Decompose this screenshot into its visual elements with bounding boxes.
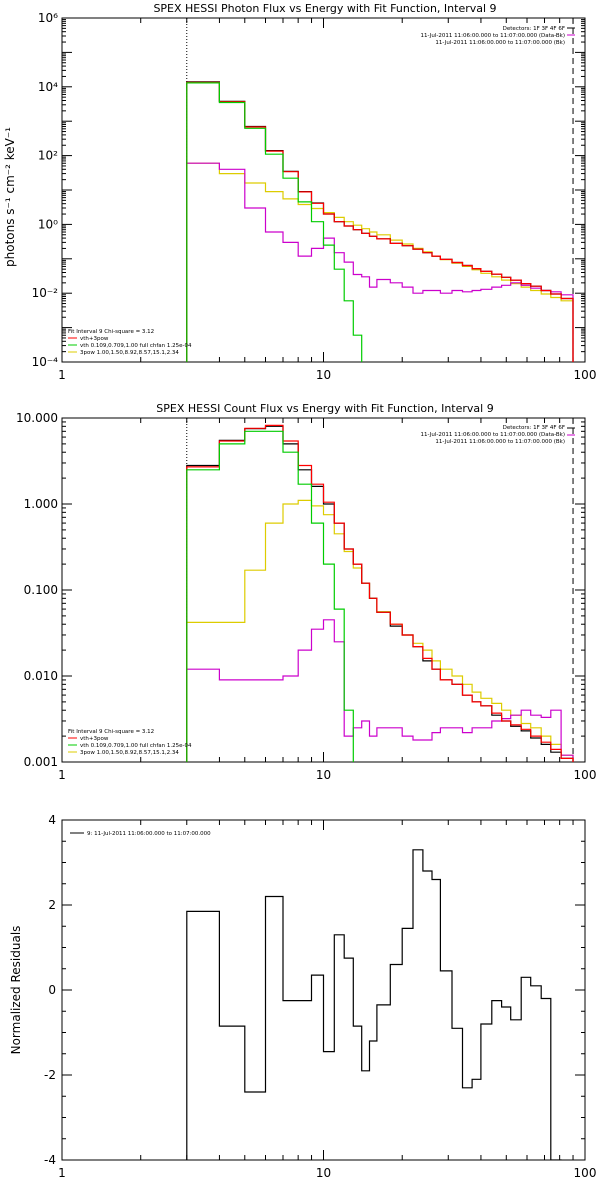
photon-panel-title: SPEX HESSI Photon Flux vs Energy with Fi… <box>153 2 496 15</box>
count-panel-title: SPEX HESSI Count Flux vs Energy with Fit… <box>156 402 493 415</box>
count-x-tick-label: 10 <box>316 768 331 782</box>
residuals-marks: 1 10 100 -4 -2 0 2 4 <box>44 813 596 1180</box>
residuals-plot-area <box>186 849 562 1160</box>
photon-y-tick-label: 10⁰ <box>38 217 58 231</box>
residuals-y-tick-label: -2 <box>44 1068 56 1082</box>
photon-x-tick-label: 1 <box>58 368 66 382</box>
photon-fit-chisq: Fit Interval 9 Chi-square = 3.12 <box>68 329 154 335</box>
count-data-header: 11-Jul-2011 11:06:00.000 to 11:07:00.000… <box>421 432 566 438</box>
residuals-legend-label: 9: 11-Jul-2011 11:06:00.000 to 11:07:00.… <box>87 831 211 837</box>
photon-fit-model: vth+3pow <box>80 336 109 342</box>
residuals-y-tick-label: 4 <box>48 813 56 827</box>
residuals-panel: Normalized Residuals 1 10 100 -4 -2 0 2 4 9: 11… <box>9 813 596 1180</box>
count-x-tick-label: 100 <box>574 768 597 782</box>
count-marks: 1 10 100 0.001 0.010 0.100 1.000 10.000 <box>16 411 597 782</box>
count-y-tick-label: 0.001 <box>24 755 58 769</box>
photon-data-header: 11-Jul-2011 11:06:00.000 to 11:07:00.000… <box>421 33 566 39</box>
photon-x-tick-label: 100 <box>574 368 597 382</box>
count-y-tick-label: 1.000 <box>24 497 58 511</box>
count-y-tick-label: 0.010 <box>24 669 58 683</box>
count-y-tick-label: 0.100 <box>24 583 58 597</box>
count-flux-panel: SPEX HESSI Count Flux vs Energy with Fit… <box>16 402 597 782</box>
count-series-2-step <box>186 430 354 762</box>
photon-y-tick-label: 10⁴ <box>38 80 58 94</box>
count-detectors-header: Detectors: 1F 3F 4F 6F <box>503 425 565 431</box>
photon-fit-3pow: 3pow 1.00,1.50,8.92,8.57,15.1,2.34 <box>80 350 179 356</box>
count-y-tick-label: 10.000 <box>16 411 58 425</box>
count-series-4-step <box>186 619 574 762</box>
photon-detectors-header: Detectors: 1F 3F 4F 6F <box>503 26 565 32</box>
count-fit-3pow: 3pow 1.00,1.50,8.92,8.57,15.1,2.34 <box>80 750 179 756</box>
count-bk-header: 11-Jul-2011 11:06:00.000 to 11:07:00.000… <box>435 439 565 445</box>
count-fit-vth: vth 0.109,0.709,1.00 full chfan 1.25e-04 <box>80 743 192 749</box>
photon-plot-area <box>186 81 574 362</box>
photon-x-tick-label: 10 <box>316 368 331 382</box>
photon-fit-vth: vth 0.109,0.709,1.00 full chfan 1.25e-04 <box>80 343 192 349</box>
photon-y-tick-label: 10⁻⁴ <box>32 355 59 369</box>
photon-flux-panel: SPEX HESSI Photon Flux vs Energy with Fi… <box>3 2 597 382</box>
photon-y-axis-label: photons s⁻¹ cm⁻² keV⁻¹ <box>3 127 17 267</box>
photon-marks: 1 10 100 10⁻⁴ 10⁻² 10⁰ 10² 10⁴ 10⁶ <box>32 11 597 382</box>
count-plot-area <box>186 424 574 762</box>
residuals-y-axis-label: Normalized Residuals <box>9 926 23 1055</box>
residuals-y-tick-label: -4 <box>44 1153 56 1167</box>
residuals-y-tick-label: 2 <box>48 898 56 912</box>
residuals-y-tick-label: 0 <box>48 983 56 997</box>
residuals-series-0-step <box>186 849 562 1160</box>
residuals-x-tick-label: 10 <box>316 1166 331 1180</box>
photon-series-2-step <box>186 82 363 362</box>
residuals-x-tick-label: 1 <box>58 1166 66 1180</box>
count-x-tick-label: 1 <box>58 768 66 782</box>
count-fit-model: vth+3pow <box>80 736 109 742</box>
photon-y-tick-label: 10² <box>38 149 58 163</box>
photon-y-tick-label: 10⁶ <box>38 11 58 25</box>
photon-bk-header: 11-Jul-2011 11:06:00.000 to 11:07:00.000… <box>435 40 565 46</box>
photon-y-tick-label: 10⁻² <box>32 286 59 300</box>
count-fit-chisq: Fit Interval 9 Chi-square = 3.12 <box>68 729 154 735</box>
residuals-x-tick-label: 100 <box>574 1166 597 1180</box>
